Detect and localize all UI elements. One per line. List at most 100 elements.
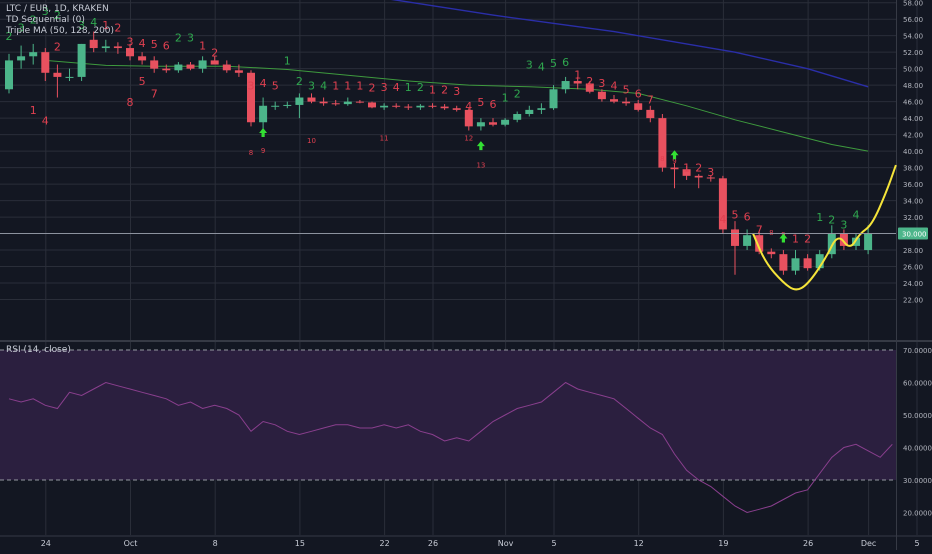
rsi-series-line	[8, 381, 893, 514]
candle-body	[658, 118, 667, 168]
td-count-label: 8	[249, 149, 253, 157]
indicator-triple-ma[interactable]: Triple MA (50, 128, 200)	[6, 26, 115, 36]
td-count-label: 1	[683, 162, 690, 175]
rsi-band	[0, 349, 896, 481]
td-count-label: 9	[672, 157, 676, 165]
candle	[295, 93, 304, 119]
td-count-label: 12	[464, 134, 473, 142]
td-count-label: 2	[54, 9, 61, 22]
candle	[864, 225, 873, 255]
symbol-title[interactable]: LTC / EUR, 1D, KRAKEN	[6, 4, 109, 14]
indicator-rsi[interactable]: RSI (14, close)	[6, 345, 71, 355]
candle-body	[307, 97, 316, 102]
td-count-label: 5	[623, 83, 630, 96]
candle	[476, 118, 485, 131]
td-count-label: 2	[175, 31, 182, 44]
time-tick-label: 26	[803, 539, 813, 548]
td-count-label: 8	[660, 155, 664, 163]
candle	[17, 45, 26, 69]
candle	[525, 105, 534, 117]
candle-body	[283, 104, 292, 106]
td-count-label: 2	[828, 214, 835, 227]
td-count-label: 6	[490, 98, 497, 111]
td-count-label: 4	[139, 37, 146, 50]
candle-body	[561, 81, 570, 90]
candle	[77, 43, 86, 82]
time-tick-label: 26	[428, 539, 438, 548]
td-count-label: 9	[261, 147, 265, 155]
rsi-tick-label: 20.0000	[903, 510, 932, 518]
price-tick-label: 32.00	[903, 214, 923, 222]
candle	[283, 101, 292, 109]
td-count-label: 1	[792, 233, 799, 246]
chart-legend: LTC / EUR, 1D, KRAKEN TD Sequential (0) …	[6, 4, 114, 37]
candle	[198, 56, 207, 73]
candle	[271, 101, 280, 110]
candle-body	[476, 122, 485, 127]
candle-body	[597, 91, 606, 100]
candle-body	[404, 106, 413, 108]
candle-body	[549, 89, 558, 109]
rsi-legend: RSI (14, close)	[6, 345, 71, 356]
buy-arrow-icon	[259, 127, 268, 137]
candle	[89, 31, 98, 53]
candle-body	[573, 81, 582, 84]
td-count-label: 1	[344, 79, 351, 92]
td-count-label: 2	[369, 82, 376, 95]
candle	[428, 103, 437, 109]
candle	[440, 104, 449, 110]
candle-body	[694, 175, 703, 178]
price-tick-label: 36.00	[903, 181, 923, 189]
candle-body	[150, 60, 159, 69]
candle-body	[525, 109, 534, 115]
candle	[138, 52, 147, 65]
td-count-label: 7	[647, 93, 654, 106]
td-count-label: 6	[744, 210, 751, 223]
candle	[259, 97, 268, 131]
candle	[247, 70, 255, 127]
candle-body	[815, 254, 824, 269]
price-tick-label: 22.00	[903, 297, 923, 305]
buy-arrows	[259, 127, 788, 243]
candle	[585, 81, 594, 94]
candle	[53, 64, 62, 98]
td-count-label: 2	[804, 233, 811, 246]
buy-arrow-icon	[476, 141, 485, 151]
candle	[343, 97, 352, 106]
candle	[718, 175, 727, 234]
indicator-td-sequential[interactable]: TD Sequential (0)	[6, 15, 85, 25]
candle-body	[670, 167, 679, 170]
td-count-label: 2	[211, 46, 218, 59]
candle	[319, 97, 328, 106]
candle	[779, 250, 788, 275]
rsi-tick-label: 50.0000	[903, 412, 932, 420]
td-count-label: 1	[102, 19, 109, 32]
candle-body	[319, 101, 328, 104]
td-count-label: 2	[514, 88, 521, 101]
candle-body	[41, 52, 50, 73]
current-price-badge	[898, 227, 928, 240]
candle-body	[210, 60, 219, 65]
td-count-label: 1	[502, 92, 509, 105]
td-count-label: 6	[562, 56, 569, 69]
candle	[803, 254, 812, 271]
td-count-label: 3	[453, 85, 460, 98]
candle	[573, 76, 582, 90]
td-count-label: 4	[42, 115, 49, 128]
candle-body	[198, 60, 207, 69]
rsi-tick-label: 60.0000	[903, 380, 932, 388]
candle	[464, 108, 473, 131]
candle-body	[452, 108, 461, 110]
candle	[355, 99, 364, 104]
rsi-tick-label: 70.0000	[903, 347, 932, 355]
ma-blue-line	[390, 0, 869, 88]
td-count-label: 3	[18, 22, 25, 35]
candle	[113, 42, 122, 54]
candle-body	[259, 105, 268, 123]
cup-pattern-drawing[interactable]	[752, 164, 897, 291]
td-count-label: 3	[598, 77, 605, 90]
candle	[622, 97, 631, 106]
candle-body	[222, 64, 231, 71]
